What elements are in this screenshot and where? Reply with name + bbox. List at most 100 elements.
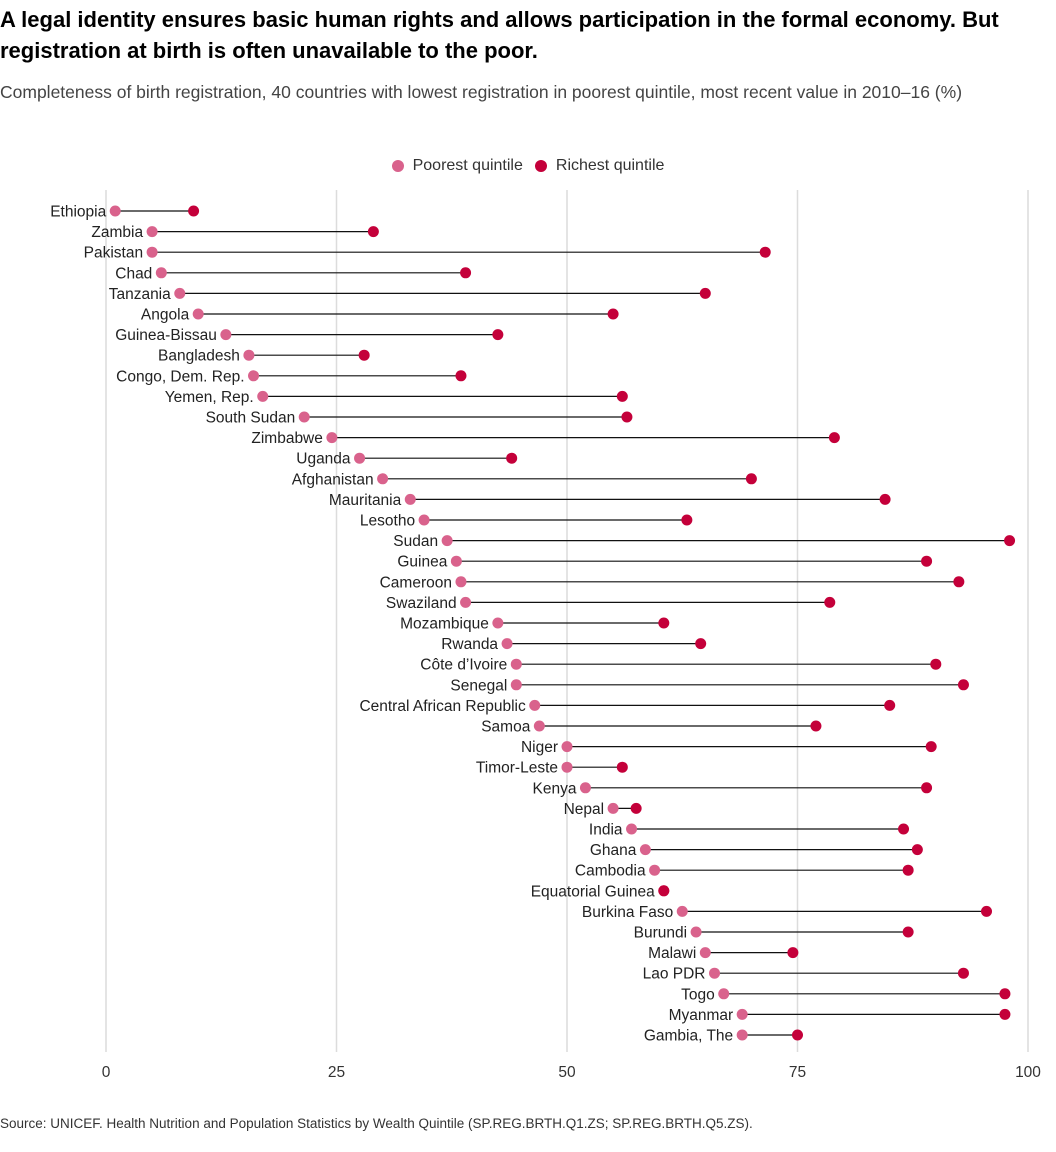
- x-tick-label: 0: [102, 1064, 111, 1081]
- poorest-point: [579, 782, 591, 794]
- richest-point: [658, 617, 670, 629]
- poorest-point: [626, 823, 638, 835]
- country-label: Burkina Faso: [582, 904, 673, 921]
- richest-point: [824, 596, 836, 608]
- poorest-point: [455, 576, 467, 588]
- poorest-point: [510, 658, 522, 670]
- country-label: Angola: [141, 307, 190, 324]
- richest-point: [898, 823, 910, 835]
- poorest-point: [501, 638, 513, 650]
- richest-point: [828, 432, 840, 444]
- poorest-point: [404, 493, 416, 505]
- richest-point: [792, 1029, 803, 1041]
- country-label: Congo, Dem. Rep.: [116, 368, 244, 385]
- country-label: Togo: [681, 986, 715, 1003]
- richest-point: [787, 947, 799, 959]
- poorest-point: [561, 741, 573, 753]
- poorest-point: [418, 514, 430, 526]
- poorest-point: [298, 411, 310, 423]
- richest-point: [681, 514, 693, 526]
- country-label: Burundi: [634, 925, 687, 942]
- richest-point: [902, 926, 914, 938]
- poorest-point: [248, 370, 260, 382]
- country-label: Rwanda: [441, 636, 498, 653]
- richest-point: [607, 308, 619, 320]
- poorest-point: [354, 452, 366, 464]
- country-label: Lao PDR: [643, 966, 706, 983]
- legend-item-richest: Richest quintile: [534, 157, 665, 175]
- country-label: Swaziland: [386, 595, 457, 612]
- poorest-point: [561, 761, 573, 773]
- poorest-point: [174, 287, 186, 299]
- country-label: Pakistan: [84, 245, 143, 262]
- country-label: Mauritania: [329, 492, 402, 509]
- richest-point: [884, 699, 896, 711]
- country-label: Ghana: [590, 842, 637, 859]
- country-label: Bangladesh: [158, 348, 240, 365]
- country-label: Samoa: [481, 719, 530, 736]
- x-tick-label: 75: [789, 1064, 806, 1081]
- richest-point: [506, 452, 518, 464]
- chart-title: A legal identity ensures basic human rig…: [0, 7, 999, 63]
- country-label: Central African Republic: [359, 698, 526, 715]
- poorest-point: [699, 947, 711, 959]
- country-label: Zambia: [91, 224, 143, 241]
- country-label: Chad: [115, 265, 152, 282]
- country-label: Cambodia: [575, 863, 646, 880]
- richest-point: [957, 967, 969, 979]
- legend-label-poorest: Poorest quintile: [412, 157, 523, 174]
- richest-point: [925, 741, 937, 753]
- richest-point: [981, 905, 993, 917]
- richest-point: [621, 411, 633, 423]
- country-label: Afghanistan: [292, 471, 374, 488]
- country-label: Nepal: [564, 801, 605, 818]
- legend-label-richest: Richest quintile: [555, 157, 665, 174]
- poorest-point: [676, 905, 688, 917]
- richest-point: [930, 658, 942, 670]
- country-label: Malawi: [648, 945, 696, 962]
- country-label: Uganda: [296, 451, 351, 468]
- country-label: South Sudan: [206, 410, 296, 427]
- poorest-point: [460, 596, 472, 608]
- poorest-point: [510, 679, 522, 691]
- richest-point: [695, 638, 707, 650]
- legend-item-poorest: Poorest quintile: [391, 157, 523, 175]
- poorest-point: [450, 555, 462, 567]
- richest-point: [455, 370, 467, 382]
- poorest-point: [607, 802, 619, 814]
- poorest-point: [736, 1029, 748, 1041]
- richest-point: [630, 802, 642, 814]
- richest-point: [1004, 535, 1016, 547]
- country-label: Kenya: [532, 780, 576, 797]
- country-label: Mozambique: [400, 616, 489, 633]
- richest-point: [745, 473, 757, 485]
- country-label: Timor-Leste: [476, 760, 558, 777]
- richest-point: [616, 390, 628, 402]
- poorest-point: [718, 988, 730, 1000]
- x-tick-label: 25: [328, 1064, 345, 1081]
- poorest-point: [155, 267, 167, 279]
- country-label: Ethiopia: [50, 204, 106, 221]
- poorest-point: [220, 329, 232, 341]
- richest-point: [953, 576, 965, 588]
- poorest-point: [492, 617, 504, 629]
- richest-point: [699, 287, 711, 299]
- x-tick-label: 100: [1015, 1064, 1041, 1081]
- country-label: India: [589, 822, 623, 839]
- poorest-point: [529, 699, 541, 711]
- legend-marker-richest: [534, 160, 547, 172]
- legend: Poorest quintile Richest quintile: [0, 154, 1056, 178]
- legend-marker-poorest: [391, 160, 404, 172]
- richest-point: [911, 844, 923, 856]
- richest-point: [759, 246, 771, 258]
- richest-point: [367, 226, 379, 238]
- richest-point: [999, 988, 1011, 1000]
- richest-point: [188, 205, 200, 217]
- source-note: Source: UNICEF. Health Nutrition and Pop…: [0, 1116, 753, 1131]
- country-label: Côte d’Ivoire: [420, 657, 507, 674]
- country-label: Senegal: [450, 677, 507, 694]
- poorest-point: [326, 432, 338, 444]
- dumbbell-chart: 0 25 50 75 100 Ethiopia Zambia Pakistan Chad Tanz…: [50, 190, 1041, 1081]
- richest-point: [358, 349, 370, 361]
- poorest-point: [192, 308, 204, 320]
